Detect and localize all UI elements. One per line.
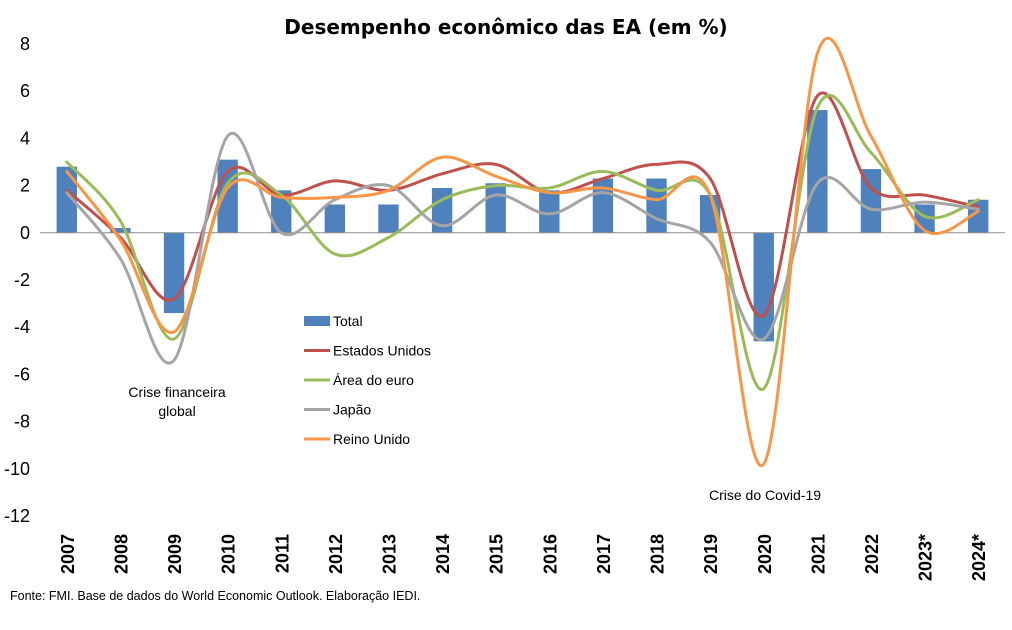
x-tick-label: 2009 [165,534,185,574]
x-tick-label: 2012 [326,534,346,574]
x-tick-label: 2020 [755,534,775,574]
x-tick-label: 2010 [219,534,239,574]
bar-total [110,228,131,233]
x-tick-label: 2014 [433,534,453,574]
y-tick-label: -4 [14,317,30,337]
legend-item: Total [304,313,363,329]
legend-label: Japão [333,402,371,418]
x-tick-label: 2015 [487,534,507,574]
x-tick-label: 2018 [648,534,668,574]
source-note: Fonte: FMI. Base de dados do World Econo… [10,589,420,603]
bar-total [485,183,506,233]
x-tick-label: 2007 [58,534,78,574]
x-tick-label: 2017 [594,534,614,574]
legend-swatch [304,316,330,326]
x-tick-label: 2021 [808,534,828,574]
y-tick-label: 0 [20,223,30,243]
y-tick-label: -6 [14,364,30,384]
bar-total [807,110,828,233]
legend-item: Reino Unido [304,431,410,447]
x-tick-label: 2023* [916,534,936,581]
legend-label: Área do euro [333,372,414,388]
x-tick-label: 2013 [379,534,399,574]
annotation-text: global [158,403,195,419]
legend-label: Total [333,313,363,329]
plot-area: 8 6 4 2 0 -2 -4 -6 -8 -10 -12 2007 2008 2009 2010 2011 2… [4,34,1005,581]
bar-total [324,204,346,233]
annotations: Crise financeira global Crise do Covid-19 [128,384,821,503]
legend: Total Estados Unidos Área do euro Japão Rein… [304,313,431,447]
y-tick-label: -2 [14,270,30,290]
y-tick-label: -12 [4,506,30,526]
bar-total [860,169,882,233]
legend-item: Área do euro [304,372,414,388]
line-jap-o [65,131,980,365]
x-tick-label: 2011 [272,534,292,573]
bar-total [431,187,453,233]
legend-label: Reino Unido [333,431,410,447]
x-tick-label: 2024* [969,534,989,581]
y-tick-label: -8 [14,412,30,432]
x-tick-label: 2019 [701,534,721,574]
y-tick-label: 6 [20,81,30,101]
annotation-text: Crise financeira [128,384,225,400]
line-reino-unido [65,36,980,468]
x-tick-label: 2022 [862,534,882,574]
line--rea-do-euro [65,94,980,391]
bar-total [56,166,77,233]
x-tick-label: 2016 [540,534,560,574]
bar-total [539,190,560,233]
legend-label: Estados Unidos [333,343,431,359]
legend-item: Estados Unidos [304,343,431,359]
y-tick-label: 8 [20,34,30,54]
annotation-text: Crise do Covid-19 [709,487,821,503]
legend-item: Japão [304,402,371,418]
y-tick-label: 2 [20,176,30,196]
x-tick-label: 2008 [111,534,131,574]
y-tick-label: -10 [4,459,30,479]
bar-total [753,232,774,342]
chart-title: Desempenho econômico das EA (em %) [284,15,727,39]
y-tick-label: 4 [20,128,30,148]
bar-total [378,204,399,233]
